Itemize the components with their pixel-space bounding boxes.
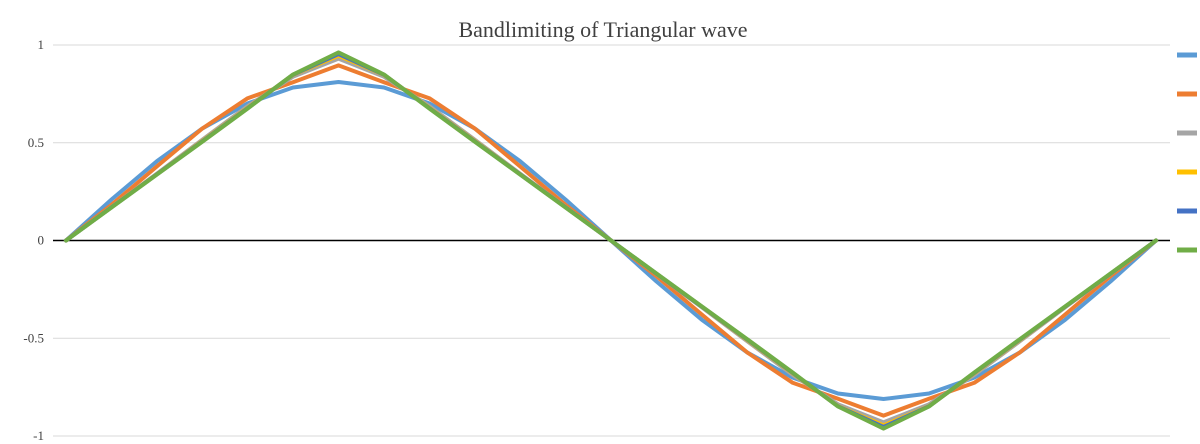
gridlines [53, 44, 1170, 437]
y-tick-label: -1 [33, 428, 44, 443]
y-tick-label: 1 [38, 37, 45, 52]
y-tick-label: -0.5 [23, 330, 44, 345]
y-tick-label: 0.5 [28, 135, 44, 150]
y-axis: 1 0.5 0 -0.5 -1 [23, 37, 44, 443]
chart-title: Bandlimiting of Triangular wave [458, 17, 747, 42]
plot-area [64, 50, 1158, 431]
legend [1177, 52, 1197, 253]
series-line-6 [64, 50, 1158, 431]
y-tick-label: 0 [38, 233, 45, 248]
